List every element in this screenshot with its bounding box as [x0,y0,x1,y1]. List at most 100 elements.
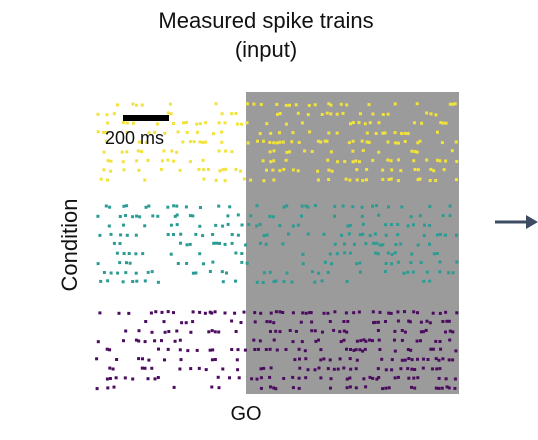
spike-dot [410,252,414,256]
spike-dot [121,160,125,164]
spike-dot [306,113,310,117]
spike-dot [202,177,206,181]
spike-dot [390,358,394,362]
spike-dot [447,358,451,362]
spike-dot [107,224,111,228]
spike-dot [236,233,240,237]
spike-dot [163,330,167,334]
spike-dot [228,376,231,380]
spike-dot [333,204,337,208]
spike-dot [246,141,250,145]
spike-dot [389,223,393,226]
spike-dot [393,338,396,342]
spike-dot [436,158,439,162]
spike-dot [106,178,109,182]
spike-dot [383,270,387,274]
spike-dot [380,357,384,361]
spike-dot [422,330,425,334]
spike-dot [214,223,218,227]
spike-dot [354,159,358,163]
spike-dot [116,271,120,275]
spike-dot [162,320,166,324]
spike-dot [450,149,454,153]
spike-dot [339,340,343,344]
spike-dot [284,122,288,126]
spike-dot [237,376,241,380]
spike-dot [140,150,143,154]
spike-dot [358,270,362,274]
spike-dot [234,167,238,171]
spike-dot [272,321,276,325]
spike-dot [432,169,436,173]
spike-dot [368,234,372,237]
spike-dot [351,149,355,153]
spike-dot [329,112,333,116]
spike-dot [351,160,355,164]
spike-dot [202,262,205,266]
spike-dot [454,140,458,144]
spike-dot [441,357,445,361]
spike-dot [179,241,182,245]
spike-dot [230,233,234,236]
spike-dot [175,150,179,154]
spike-dot [316,178,320,182]
spike-dot [268,141,272,144]
spike-dot [298,357,301,361]
spike-dot [191,310,195,314]
spike-dot [269,366,273,370]
spike-dot [242,310,246,314]
spike-dot [122,168,126,172]
spike-dot [365,168,369,171]
spike-dot [339,102,343,106]
spike-dot [386,112,390,116]
spike-dot [300,204,304,208]
spike-dot [256,347,260,351]
spike-dot [362,338,366,342]
spike-dot [245,102,249,106]
spike-dot [349,348,352,351]
spike-dot [211,233,215,236]
spike-dot [153,377,157,381]
spike-dot [415,339,419,343]
spike-dot [288,103,291,107]
spike-dot [419,261,423,264]
spike-dot [393,349,397,353]
spike-dot [115,251,119,255]
spike-dot [387,178,391,181]
spike-dot [426,358,430,361]
spike-dot [348,178,352,182]
spike-dot [301,252,305,256]
spike-dot [371,158,375,162]
spike-dot [412,376,416,380]
spike-dot [143,340,147,344]
spike-dot [255,280,259,284]
spike-dot [235,358,239,362]
spike-dot [291,375,295,379]
spike-dot [348,357,352,361]
spike-dot [186,349,190,353]
spike-dot [428,179,432,182]
spike-dot [256,139,259,143]
spike-dot [137,339,141,343]
spike-dot [416,311,419,315]
spike-dot [258,222,262,226]
spike-dot [201,158,205,162]
spike-dot [137,329,141,333]
spike-dot [131,280,135,283]
spike-dot [272,178,276,182]
spike-dot [409,348,413,352]
spike-dot [291,340,295,344]
spike-dot [258,339,262,343]
spike-dot [348,223,352,227]
spike-dot [419,339,422,343]
spike-dot [143,366,147,370]
spike-dot [301,311,305,315]
spike-dot [268,270,272,274]
spike-dot [188,160,192,164]
spike-dot [140,366,144,370]
spike-dot [122,252,126,255]
spike-dot [296,111,300,115]
spike-dot [389,159,393,163]
spike-dot [285,204,289,208]
spike-dot [195,122,199,126]
